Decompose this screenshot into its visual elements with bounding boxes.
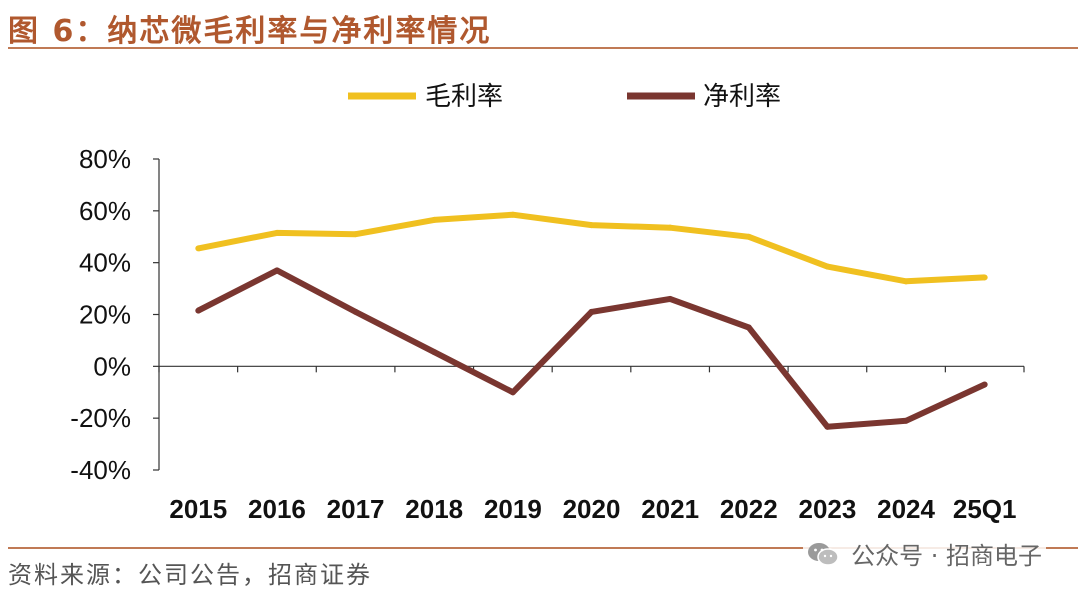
figure-title: 图 6：纳芯微毛利率与净利率情况	[8, 14, 492, 49]
x-tick-label: 2020	[563, 494, 621, 524]
series-line-2	[196, 267, 986, 430]
watermark: 公众号 · 招商电子	[803, 534, 1046, 573]
legend-label: 净利率	[703, 81, 781, 111]
data-point	[195, 307, 202, 314]
data-point	[588, 222, 595, 229]
line-chart: 毛利率 净利率 80%60%40%20%0%-20%-40% 2015 2016 20…	[70, 81, 1025, 524]
data-point	[981, 381, 988, 388]
source-note: 资料来源：公司公告，招商证券	[8, 561, 372, 589]
x-tick-label: 2024	[877, 494, 935, 524]
data-point	[509, 389, 516, 396]
data-point	[667, 295, 674, 302]
chart-axes	[153, 158, 1025, 471]
x-tick-label: 2019	[484, 494, 542, 524]
x-tick-label: 2022	[720, 494, 778, 524]
data-point	[824, 263, 831, 270]
y-tick-label: -20%	[70, 403, 131, 433]
y-tick-label: 60%	[79, 196, 131, 226]
x-tick-label: 25Q1	[953, 494, 1017, 524]
x-tick-label: 2015	[169, 494, 227, 524]
data-point	[667, 224, 674, 231]
data-point	[352, 231, 359, 238]
data-point	[903, 278, 910, 285]
data-point	[195, 245, 202, 252]
data-point	[824, 423, 831, 430]
y-tick-label: 20%	[79, 300, 131, 330]
data-point	[745, 324, 752, 331]
legend-label: 毛利率	[425, 81, 503, 111]
legend: 毛利率 净利率	[348, 81, 781, 111]
y-tick-label: -40%	[70, 455, 131, 485]
data-point	[981, 274, 988, 281]
data-point	[273, 267, 280, 274]
x-tick-labels: 2015 2016 2017 2018 2019 2020 2021 2022 2023 2024…	[169, 494, 1016, 524]
data-point	[273, 229, 280, 236]
title-divider	[8, 47, 1078, 49]
y-tick-label: 80%	[79, 144, 131, 174]
data-point	[352, 308, 359, 315]
data-point	[745, 233, 752, 240]
y-tick-label: 40%	[79, 248, 131, 278]
data-point	[903, 417, 910, 424]
data-point	[588, 308, 595, 315]
x-tick-label: 2018	[405, 494, 463, 524]
x-tick-label: 2021	[641, 494, 699, 524]
wechat-icon	[808, 542, 839, 566]
source-divider	[8, 547, 1078, 549]
x-tick-label: 2017	[327, 494, 385, 524]
y-tick-labels: 80% 60% 40% 20% 0% -20% -40%	[70, 144, 131, 485]
data-point	[431, 349, 438, 356]
series-group	[195, 211, 988, 430]
x-tick-label: 2016	[248, 494, 306, 524]
y-tick-label: 0%	[93, 351, 131, 381]
data-point	[431, 216, 438, 223]
x-tick-label: 2023	[798, 494, 856, 524]
data-point	[509, 211, 516, 218]
watermark-text: 公众号 · 招商电子	[851, 542, 1042, 570]
